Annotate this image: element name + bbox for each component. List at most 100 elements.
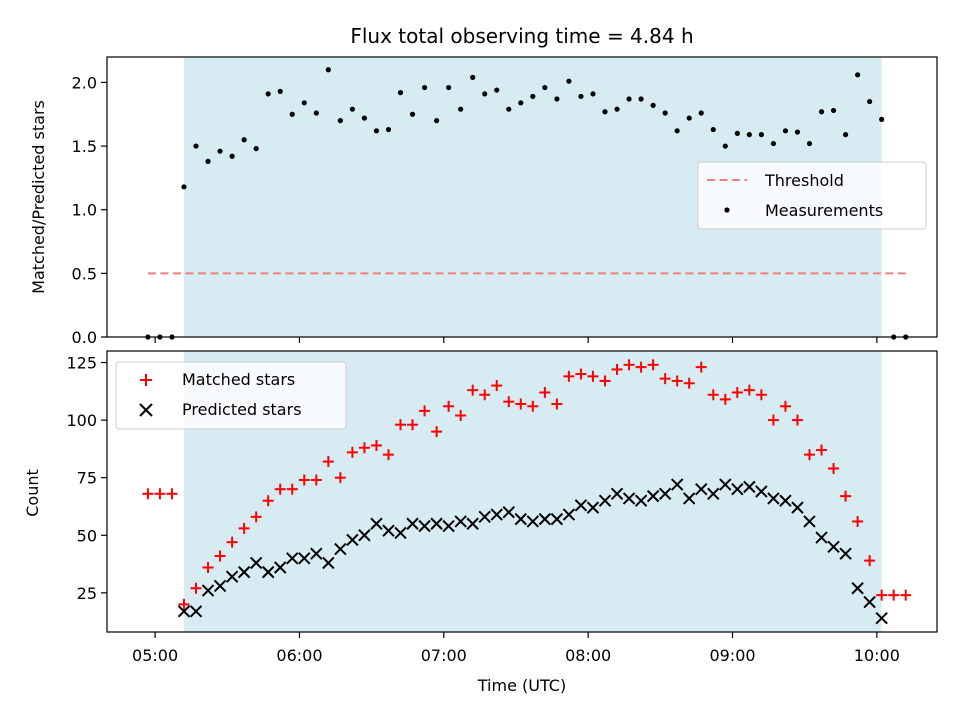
matched-star-point [779,400,791,412]
measurement-point [842,132,849,138]
ratio-axes-frame [106,56,938,338]
ratio-y-tick-label: 0.0 [72,328,97,347]
measurement-point [554,96,560,102]
measurement-point [433,118,440,124]
matched-star-point [683,377,695,389]
predicted-star-point [791,501,804,514]
count-y-tick-label: 75 [77,469,97,488]
measurement-point [782,128,789,134]
measurement-point [662,110,668,116]
predicted-star-point [839,547,852,560]
legend-measurements-label: Measurements [765,201,883,220]
matched-star-point [828,462,840,474]
matched-star-point [587,370,599,382]
matched-star-point [346,446,358,458]
predicted-stars-points [177,478,888,625]
matched-star-point [876,589,888,601]
measurement-point [482,91,488,97]
matched-star-point [178,598,190,610]
measurement-point [722,143,728,149]
ratio-x-ticks [154,337,878,343]
measurement-point [770,140,777,147]
measurement-point [710,126,716,133]
measurement-point [289,111,295,117]
predicted-star-point [863,595,876,609]
measurement-point [806,140,813,147]
ratio-y-tick-label: 1.5 [72,137,97,156]
legend-predicted-label: Predicted stars [182,400,302,419]
predicted-star-point [875,611,888,625]
matched-star-point [310,474,322,486]
predicted-star-point [695,482,708,496]
measurement-point [566,78,572,84]
measurement-point [855,72,861,78]
measurement-point [193,143,199,149]
predicted-star-point [225,570,239,583]
predicted-star-point [502,506,515,519]
predicted-star-point [610,487,624,501]
predicted-star-point [177,605,191,618]
predicted-star-point [189,605,203,618]
predicted-star-point [755,485,768,498]
predicted-star-point [538,512,552,526]
predicted-star-point [201,584,215,597]
x-tick-label: 05:00 [132,646,178,665]
measurement-point [349,106,355,112]
matched-star-point [515,398,527,410]
measurement-point [758,132,764,138]
predicted-star-point [574,499,588,512]
matched-star-point [707,389,719,401]
x-tick-label: 07:00 [421,646,467,665]
predicted-star-point [562,508,576,521]
ratio-panel: 0.0 0.5 1.0 1.5 2.0 Flux total observing tim… [29,24,938,347]
measurement-point [361,115,368,121]
matched-star-point [539,386,551,398]
measurement-point [385,126,392,133]
matched-star-point [743,384,755,396]
predicted-star-point [466,517,479,530]
x-axis-label: Time (UTC) [477,676,566,695]
matched-star-point [407,419,419,431]
predicted-star-point [815,531,828,544]
x-tick-label: 08:00 [565,646,611,665]
count-legend: Matched stars Predicted stars [115,361,347,430]
measurement-point [638,96,644,102]
measurement-point [301,100,307,106]
predicted-star-point [827,540,840,553]
measurement-point [397,90,404,96]
predicted-star-point [442,519,455,533]
ratio-y-tick-label: 0.5 [72,264,97,283]
x-tick-label: 10:00 [854,646,900,665]
predicted-star-point [406,517,419,530]
matched-stars-points [142,359,912,610]
predicted-star-point [731,482,744,496]
predicted-star-point [719,478,732,491]
measurement-point [578,93,584,100]
measurement-point [590,91,596,97]
predicted-star-point [322,556,335,570]
predicted-star-point [370,517,383,530]
matched-star-point [238,522,250,534]
predicted-star-point [430,517,443,530]
matched-star-point [358,442,370,454]
matched-star-point [419,405,431,417]
matched-star-point [190,582,202,594]
predicted-star-point [310,547,323,560]
measurement-point [265,91,271,97]
predicted-star-point [646,489,660,503]
predicted-star-point [670,478,684,491]
count-axes-frame [106,350,938,633]
predicted-star-point [803,515,816,528]
matched-star-point [334,472,346,484]
matched-star-point [479,389,491,401]
matched-star-point [767,414,779,426]
measurement-point [734,130,740,136]
matched-star-point [803,449,815,461]
matched-star-point [298,474,310,486]
matched-star-point [731,386,743,398]
measurement-points [145,67,909,340]
matched-star-point [888,589,900,601]
count-y-tick-label: 25 [77,584,97,603]
legend-predicted-swatch [139,403,153,417]
